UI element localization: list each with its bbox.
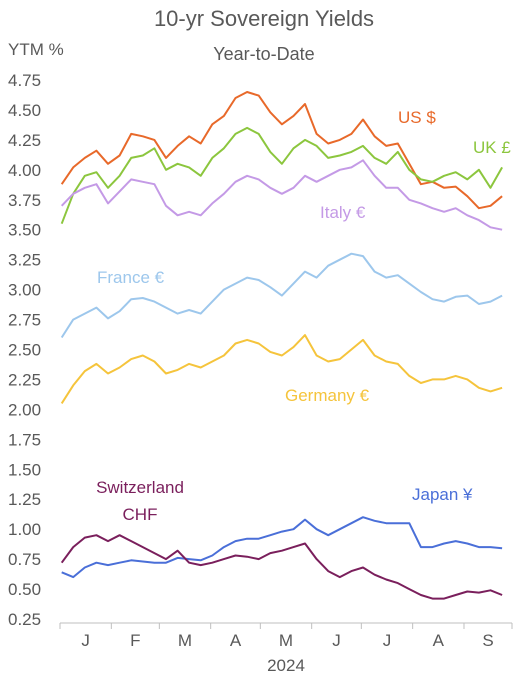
x-axis: J F M A M J J A S 2024 xyxy=(59,622,513,675)
series-label: Italy € xyxy=(320,203,366,222)
x-axis-label: 2024 xyxy=(267,656,305,675)
x-tick-label: A xyxy=(433,631,445,650)
x-tick-label: J xyxy=(383,631,392,650)
y-tick-label: 0.25 xyxy=(8,610,41,629)
series-label: Germany € xyxy=(285,386,370,405)
chart-title: 10-yr Sovereign Yields xyxy=(153,6,375,31)
y-tick-label: 1.25 xyxy=(8,490,41,509)
x-tick-label: S xyxy=(482,631,493,650)
y-tick-label: 0.50 xyxy=(8,580,41,599)
series-line-france xyxy=(60,252,503,339)
series-label: Switzerland CHF xyxy=(96,478,184,524)
y-tick-label: 4.25 xyxy=(8,131,41,150)
y-tick-label: 3.00 xyxy=(8,281,41,300)
series-lines xyxy=(60,91,503,600)
x-tick-label: J xyxy=(81,631,90,650)
series-line-us xyxy=(60,91,503,210)
series-labels: US $ UK £ Italy € France € Germany € Japan ¥ S… xyxy=(96,108,511,524)
x-tick-label: M xyxy=(279,631,293,650)
series-label: France € xyxy=(97,268,165,287)
chart-subtitle: Year-to-Date xyxy=(213,44,315,64)
y-tick-label: 2.25 xyxy=(8,370,41,389)
y-tick-label: 3.25 xyxy=(8,251,41,270)
y-tick-label: 1.00 xyxy=(8,520,41,539)
y-axis: 4.75 4.50 4.25 4.00 3.75 3.50 3.25 3.00 2.75 2.50… xyxy=(8,71,41,629)
y-tick-label: 0.75 xyxy=(8,550,41,569)
series-label: Japan ¥ xyxy=(412,485,473,504)
y-tick-label: 2.00 xyxy=(8,400,41,419)
x-tick-label: J xyxy=(332,631,341,650)
y-tick-label: 1.75 xyxy=(8,430,41,449)
series-line-germany xyxy=(60,334,503,404)
y-tick-label: 1.50 xyxy=(8,460,41,479)
series-line-switzerland-chf xyxy=(60,534,503,600)
series-label: UK £ xyxy=(473,138,511,157)
y-tick-label: 2.50 xyxy=(8,341,41,360)
y-axis-label: YTM % xyxy=(8,40,64,59)
y-tick-label: 4.50 xyxy=(8,101,41,120)
y-tick-label: 2.75 xyxy=(8,311,41,330)
series-line-italy xyxy=(60,159,503,231)
x-tick-label: M xyxy=(178,631,192,650)
y-tick-label: 4.00 xyxy=(8,161,41,180)
y-tick-label: 3.50 xyxy=(8,221,41,240)
y-tick-label: 4.75 xyxy=(8,71,41,90)
x-tick-label: A xyxy=(230,631,242,650)
y-tick-label: 3.75 xyxy=(8,191,41,210)
series-line-japan xyxy=(61,516,503,579)
series-label: US $ xyxy=(398,108,436,127)
x-tick-label: F xyxy=(130,631,140,650)
series-line-uk xyxy=(60,126,503,225)
